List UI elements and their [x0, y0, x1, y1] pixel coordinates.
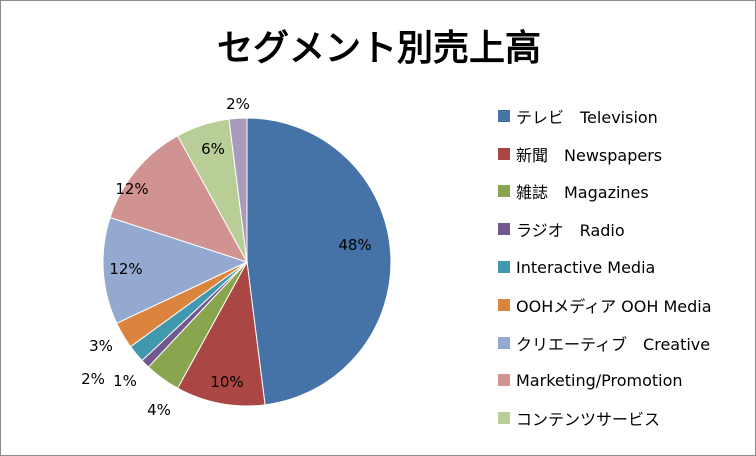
slice-percent-label: 1% — [113, 372, 137, 390]
pie-slice — [109, 135, 249, 263]
legend-item: ラジオ Radio — [498, 210, 712, 248]
legend-label: コンテンツサービス — [516, 410, 661, 430]
legend-swatch — [498, 147, 510, 160]
legend-label: Marketing/Promotion — [516, 370, 683, 390]
legend-item: クリエーティブ Creative — [498, 324, 712, 362]
legend-item: テレビ Television — [498, 97, 712, 135]
legend: テレビ Television 新聞 Newspapers 雑誌 Magazines ラ… — [498, 97, 712, 437]
legend-label: ラジオ Radio — [516, 221, 625, 241]
chart-title: セグメント別売上高 — [216, 28, 541, 69]
legend-swatch — [498, 261, 510, 274]
slice-percent-label: 6% — [201, 140, 225, 158]
slice-percent-label: 2% — [81, 370, 105, 388]
legend-item: Interactive Media — [498, 248, 712, 286]
slice-percent-label: 12% — [109, 260, 142, 278]
legend-label: 新聞 Newspapers — [516, 145, 663, 165]
legend-item: 雑誌 Magazines — [498, 173, 712, 211]
pie-slice — [228, 117, 248, 263]
pie-slice — [176, 260, 266, 407]
slice-percent-label: 2% — [226, 95, 250, 113]
slice-percent-label: 12% — [115, 180, 148, 198]
legend-item: コンテンツサービス — [498, 399, 712, 437]
slice-percent-label: 48% — [338, 236, 371, 254]
legend-swatch — [498, 185, 510, 198]
legend-swatch — [498, 412, 510, 425]
slice-percent-label: 4% — [147, 401, 171, 419]
legend-swatch — [498, 374, 510, 387]
legend-swatch — [498, 223, 510, 236]
legend-label: OOHメディア OOH Media — [516, 296, 712, 316]
legend-item: 新聞 Newspapers — [498, 135, 712, 173]
pie-slice — [102, 216, 249, 324]
legend-item: Marketing/Promotion — [498, 362, 712, 400]
slice-percent-label: 3% — [89, 337, 113, 355]
legend-item: OOHメディア OOH Media — [498, 286, 712, 324]
legend-swatch — [498, 109, 510, 122]
legend-swatch — [498, 336, 510, 349]
legend-label: 雑誌 Magazines — [516, 183, 649, 203]
legend-label: Interactive Media — [516, 257, 656, 277]
legend-swatch — [498, 298, 510, 311]
legend-label: クリエーティブ Creative — [516, 334, 711, 354]
pie-slice — [246, 117, 392, 406]
legend-label: テレビ Television — [516, 107, 658, 127]
slice-percent-label: 10% — [210, 373, 243, 391]
